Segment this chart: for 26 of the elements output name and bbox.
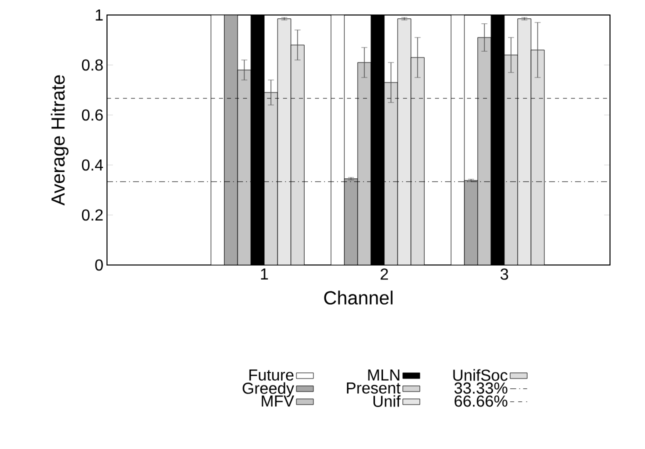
legend-label: Greedy [242, 382, 294, 398]
bar [477, 37, 492, 265]
y-tick-label: 0 [95, 259, 103, 271]
bar [264, 92, 278, 265]
legend-label: Future [249, 369, 294, 381]
legend-label: 33.33% [454, 382, 508, 394]
legend-label: UnifSoc [453, 369, 508, 381]
y-tick-label: 0.8 [82, 59, 103, 71]
bar [384, 82, 398, 265]
y-tick-label: 1 [96, 10, 103, 20]
legend-label: MFV [262, 396, 294, 406]
x-tick-label: 2 [380, 268, 388, 280]
x-axis-title: Channel [324, 290, 392, 305]
x-tick-label: 3 [500, 268, 508, 280]
y-tick-label: 0.4 [82, 159, 104, 171]
legend-label: Present [346, 382, 400, 394]
legend-label: MLN [368, 369, 400, 380]
legend-label: 66.66% [454, 395, 508, 407]
bar [504, 54, 518, 265]
x-tick-label: 1 [261, 268, 268, 280]
legend-label: Unif [373, 395, 401, 407]
bar [237, 70, 252, 265]
y-tick-label: 0.6 [82, 109, 103, 121]
bar [357, 62, 372, 265]
y-axis-title: Average Hitrate [50, 75, 68, 206]
y-tick-label: 0.2 [82, 209, 103, 221]
